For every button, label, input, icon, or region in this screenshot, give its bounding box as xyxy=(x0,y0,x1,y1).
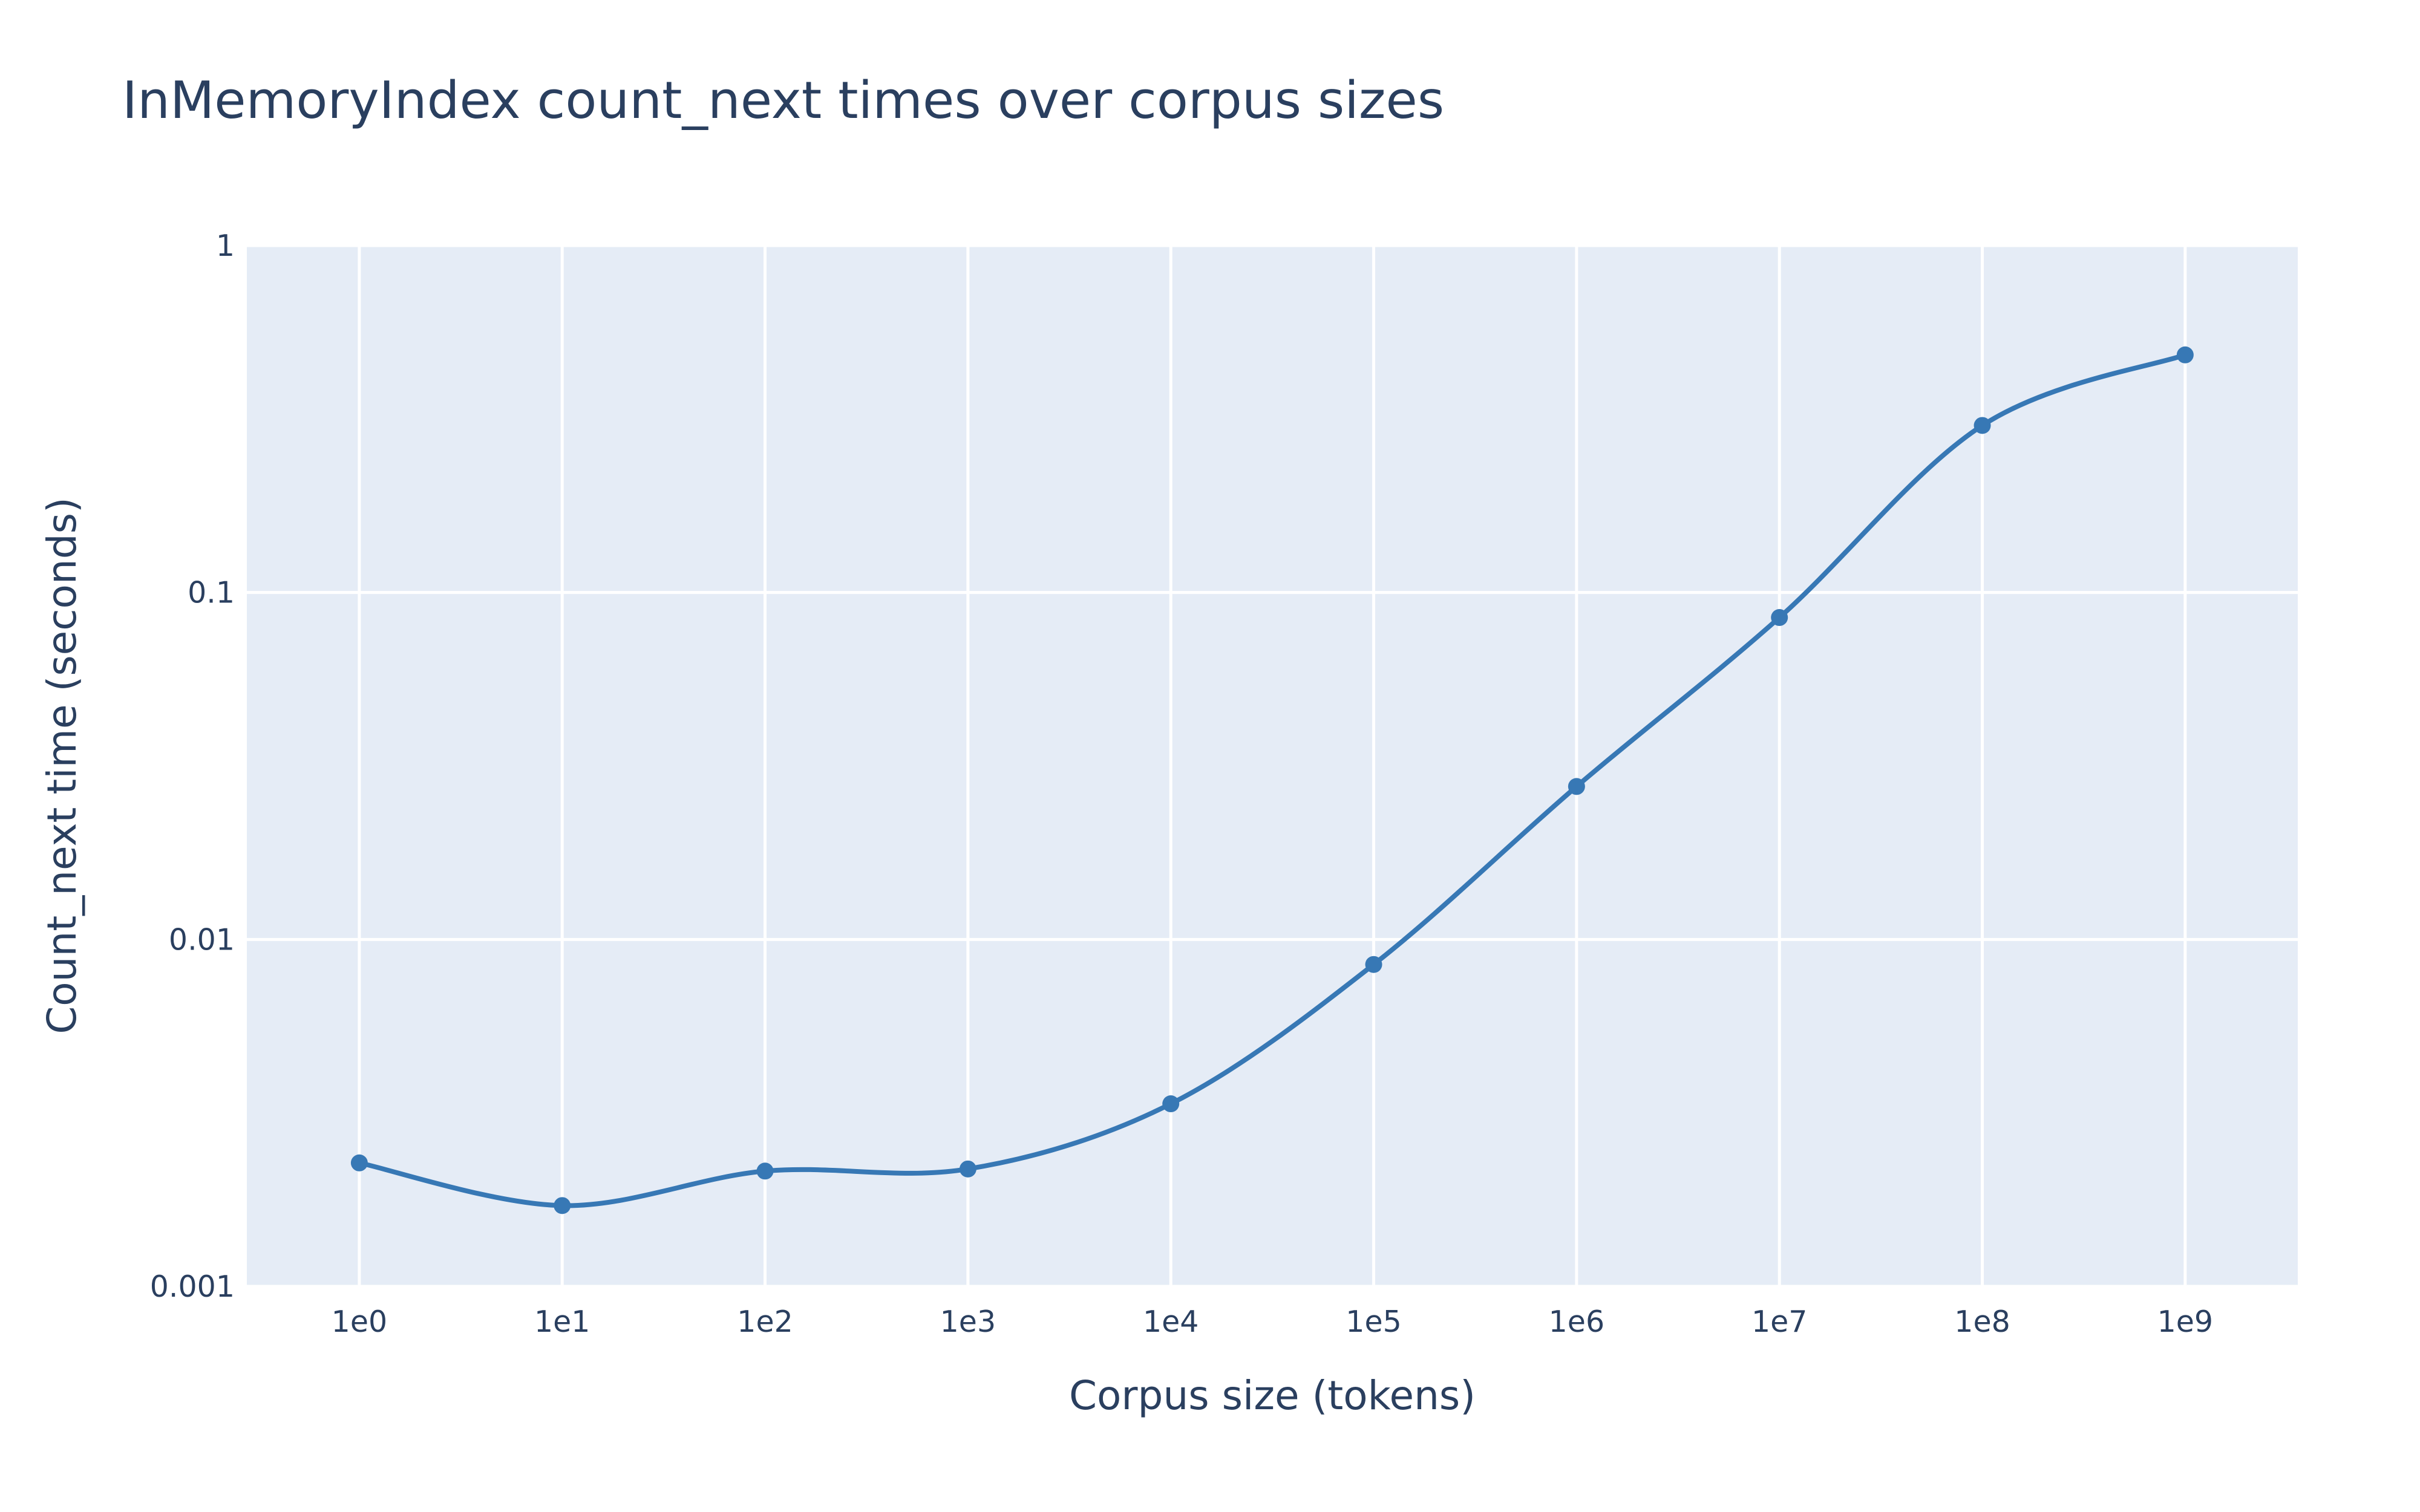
y-tick-label: 0.01 xyxy=(169,922,235,957)
x-tick-label: 1e2 xyxy=(737,1305,793,1339)
line xyxy=(359,353,2186,1208)
y-tick-label: 1 xyxy=(216,229,235,263)
x-tick-label: 1e1 xyxy=(534,1305,590,1339)
x-axis-title: Corpus size (tokens) xyxy=(1069,1372,1476,1419)
marker xyxy=(756,1162,774,1180)
marker xyxy=(554,1197,571,1214)
x-tick-label: 1e4 xyxy=(1143,1305,1199,1339)
marker xyxy=(1771,609,1788,627)
marker xyxy=(1162,1095,1180,1113)
y-tick-label: 0.1 xyxy=(188,576,235,610)
x-tick-label: 1e9 xyxy=(2157,1305,2214,1339)
x-tick-label: 1e8 xyxy=(1954,1305,2010,1339)
marker xyxy=(2176,346,2194,363)
x-tick-label: 1e5 xyxy=(1346,1305,1402,1339)
marker xyxy=(350,1154,368,1171)
x-tick-label: 1e6 xyxy=(1549,1305,1605,1339)
y-axis-title: Count_next time (seconds) xyxy=(39,497,85,1034)
x-tick-label: 1e0 xyxy=(332,1305,388,1339)
x-tick-label: 1e3 xyxy=(940,1305,996,1339)
marker xyxy=(959,1160,976,1178)
chart-title: InMemoryIndex count_next times over corp… xyxy=(122,71,1444,131)
marker xyxy=(1365,956,1382,973)
marker xyxy=(1974,417,1991,434)
y-tick-label: 0.001 xyxy=(150,1269,235,1304)
marker xyxy=(1568,778,1585,795)
plot-area xyxy=(247,246,2298,1286)
x-tick-label: 1e7 xyxy=(1751,1305,1808,1339)
